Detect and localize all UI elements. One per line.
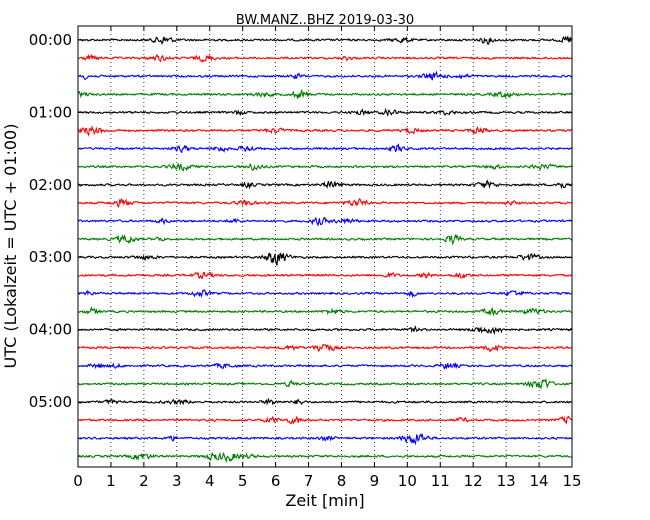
trace-03:00 [77,252,573,266]
x-tick-label: 0 [73,472,83,490]
trace-04:30 [77,361,573,370]
x-tick-label: 15 [562,472,581,490]
x-tick-label: 8 [337,472,347,490]
trace-00:30 [77,70,573,81]
trace-04:45 [77,377,573,390]
trace-01:15 [77,125,573,137]
x-tick-label: 1 [106,472,116,490]
trace-01:45 [77,162,573,172]
x-tick-label: 11 [431,472,450,490]
y-tick-label: 05:00 [29,393,72,411]
plot-frame [77,25,573,468]
x-tick-label: 12 [464,472,483,490]
trace-00:15 [77,53,573,63]
grid [110,26,540,467]
chart-title: BW.MANZ..BHZ 2019-03-30 [236,13,414,28]
y-tick-label: 00:00 [29,31,72,49]
x-axis-label: Zeit [min] [285,491,364,510]
x-tick-label: 9 [370,472,380,490]
x-tick-label: 13 [497,472,516,490]
trace-03:45 [77,306,573,317]
x-tick-label: 6 [271,472,281,490]
x-tick-label: 2 [139,472,149,490]
trace-03:30 [77,289,573,299]
trace-00:00 [77,35,573,45]
x-axis: 0 1 2 3 4 5 6 7 8 9 10 11 12 13 14 15 [73,26,582,490]
trace-02:30 [77,216,573,227]
trace-04:00 [77,325,573,335]
trace-02:45 [77,233,573,246]
trace-01:00 [77,107,573,117]
y-tick-label: 03:00 [29,248,72,266]
y-axis-label: UTC (Lokalzeit = UTC + 01:00) [1,124,20,369]
y-tick-label: 02:00 [29,176,72,194]
x-tick-label: 3 [172,472,182,490]
x-tick-label: 14 [530,472,549,490]
x-tick-label: 4 [205,472,215,490]
y-tick-label: 04:00 [29,321,72,339]
traces [77,35,573,464]
x-tick-label: 10 [398,472,417,490]
trace-01:30 [77,143,573,154]
x-tick-label: 5 [238,472,248,490]
trace-03:15 [77,271,573,280]
trace-02:00 [77,179,573,190]
trace-05:15 [77,415,573,425]
y-axis: 00:00 01:00 02:00 03:00 04:00 05:00 [29,31,572,411]
trace-04:15 [77,343,573,353]
x-tick-label: 7 [304,472,314,490]
y-tick-label: 01:00 [29,103,72,121]
trace-05:30 [77,432,573,446]
trace-02:15 [77,198,573,209]
trace-05:00 [77,397,573,406]
trace-05:45 [77,451,573,464]
trace-00:45 [77,88,573,100]
